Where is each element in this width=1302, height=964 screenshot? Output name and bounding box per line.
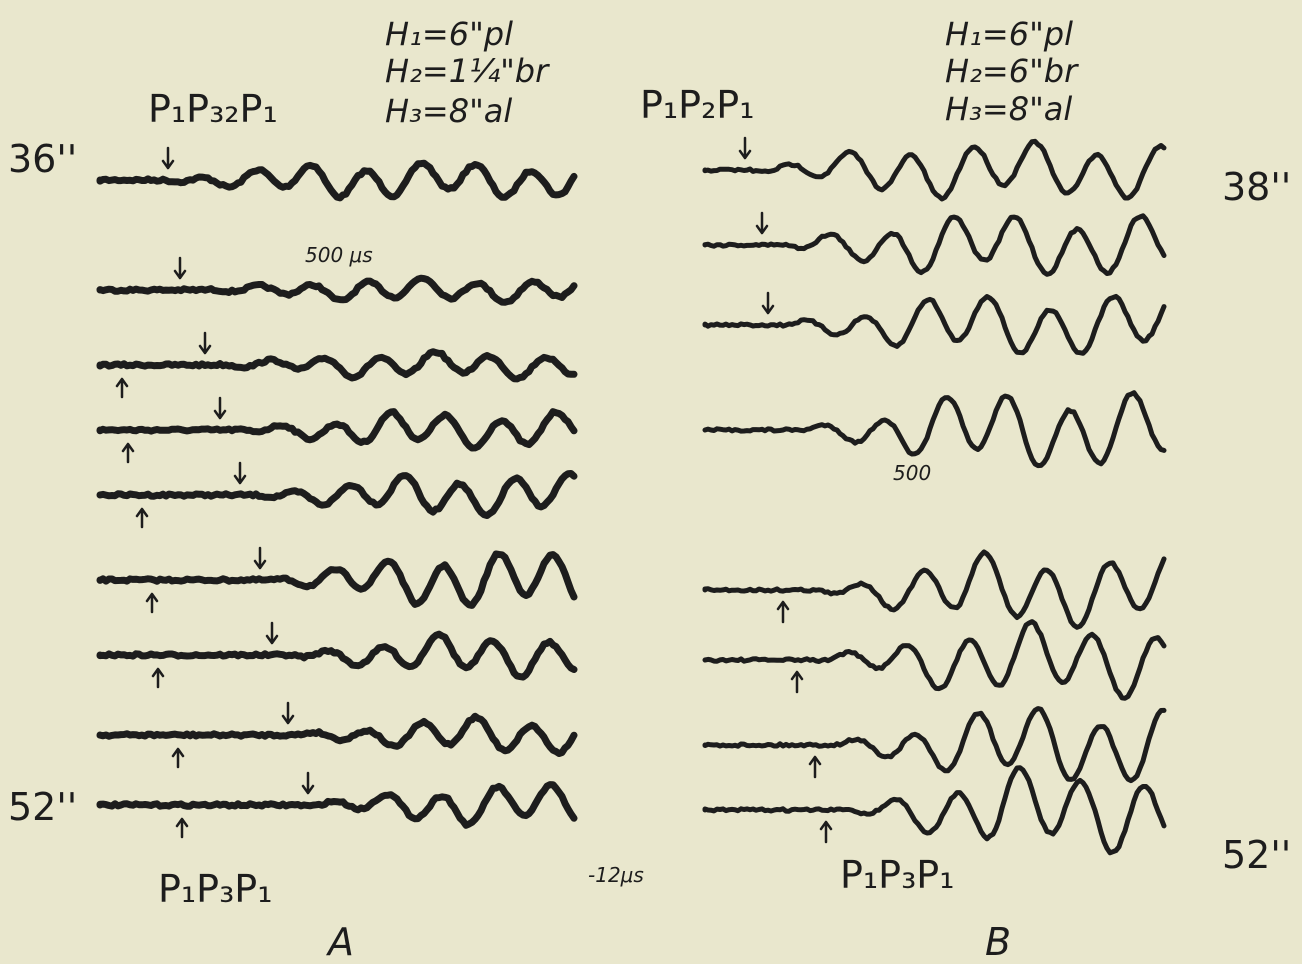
header-line: H₁=6"pl	[385, 15, 513, 53]
phase-label: P₁P₂P₁	[640, 83, 754, 127]
header-line: H₃=8"al	[385, 92, 512, 130]
background	[0, 0, 1302, 964]
phase-label: P₁P₃₂P₁	[148, 87, 278, 131]
depth-label: 52''	[8, 785, 77, 829]
header-line: H₂=6"br	[945, 52, 1079, 90]
phase-label: P₁P₃P₁	[158, 867, 272, 911]
panel-letter: A	[325, 920, 354, 964]
time-mark: 500 μs	[305, 243, 373, 267]
header-line: H₂=1¼"br	[385, 52, 550, 90]
scale-note: -12μs	[588, 863, 644, 887]
depth-label: 38''	[1222, 165, 1291, 209]
time-mark: 500	[893, 461, 931, 485]
header-line: H₃=8"al	[945, 90, 1072, 128]
header-line: H₁=6"pl	[945, 15, 1073, 53]
phase-label: P₁P₃P₁	[840, 853, 954, 897]
depth-label: 52''	[1222, 833, 1291, 877]
panel-letter: B	[985, 920, 1011, 964]
depth-label: 36''	[8, 137, 77, 181]
figure: 36'' 52'' P₁P₃₂P₁ H₁=6"pl H₂=1¼"br H₃=8"…	[0, 0, 1302, 964]
